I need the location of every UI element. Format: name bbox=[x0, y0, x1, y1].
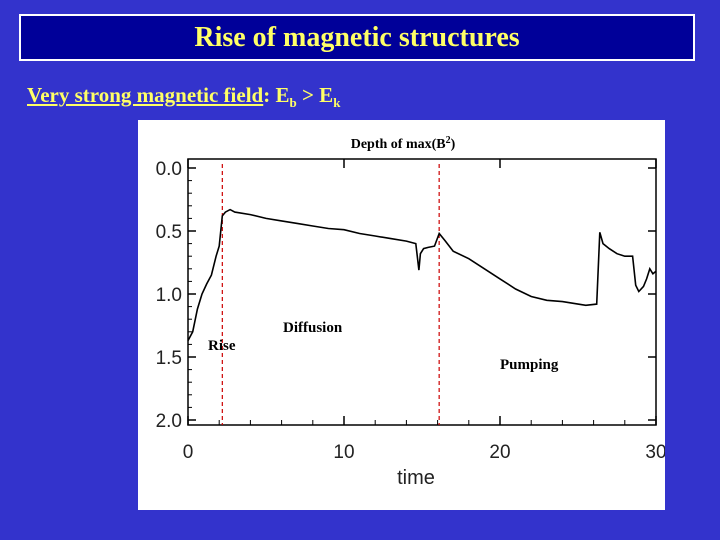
subtitle-gt-ek: > E bbox=[296, 83, 334, 107]
slide-title-box: Rise of magnetic structures bbox=[19, 14, 695, 61]
slide-title: Rise of magnetic structures bbox=[194, 21, 520, 53]
plot-panel: Depth of max(B2) 0.0 0.5 1.0 1.5 2.0 0 10 20 30 … bbox=[138, 120, 665, 510]
subtitle-colon-eb: : E bbox=[263, 83, 290, 107]
axis-ticks: 0.0 0.5 1.0 1.5 2.00 10 20 30 bbox=[156, 159, 665, 463]
x-tick-label: 30 bbox=[645, 442, 665, 463]
y-tick-label: 1.0 bbox=[156, 285, 182, 306]
slide-subtitle: Very strong magnetic field: Eb > Ek bbox=[27, 83, 340, 111]
y-tick-label: 0.0 bbox=[156, 159, 182, 180]
y-tick-label: 2.0 bbox=[156, 411, 182, 432]
x-tick-label: 20 bbox=[489, 442, 510, 463]
annotation-rise: Rise bbox=[208, 338, 236, 354]
chart-title-sup: 2 bbox=[446, 135, 451, 146]
annotation-diffusion: Diffusion bbox=[283, 320, 343, 336]
plot-frame bbox=[187, 158, 657, 426]
depth-chart: Depth of max(B2) 0.00.51.01.52.00 10 20 30 … bbox=[156, 135, 665, 490]
y-tick-label: 0.5 bbox=[156, 222, 182, 243]
annotation-pumping: Pumping bbox=[500, 357, 559, 373]
chart-title-main: Depth of max(B bbox=[351, 137, 446, 152]
subtitle-sub-k: k bbox=[333, 95, 341, 111]
y-tick-label: 1.5 bbox=[156, 348, 182, 369]
x-axis-label: time bbox=[397, 467, 435, 489]
phase-boundaries bbox=[221, 164, 440, 425]
series-line bbox=[187, 208, 657, 341]
x-tick-label: 10 bbox=[333, 442, 354, 463]
x-tick-label: 0 bbox=[183, 442, 194, 463]
subtitle-underlined-text: Very strong magnetic field bbox=[27, 83, 264, 107]
chart-title-close: ) bbox=[451, 137, 456, 152]
subtitle-sub-b: b bbox=[289, 95, 297, 111]
chart-title: Depth of max(B2) bbox=[351, 135, 456, 153]
